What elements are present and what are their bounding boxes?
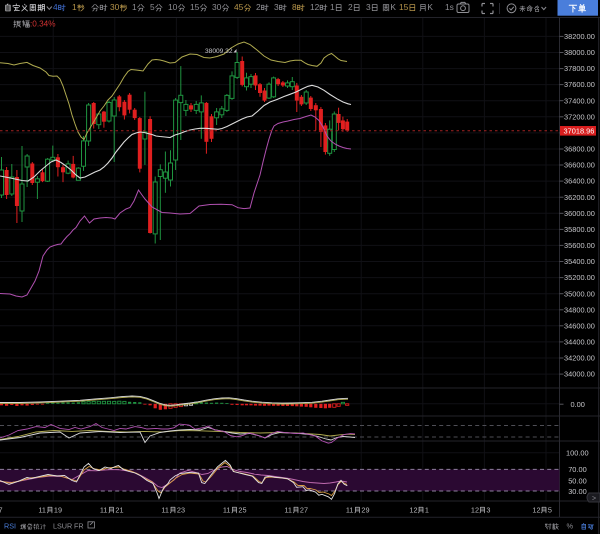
svg-text:29: 29	[361, 505, 369, 514]
svg-text:12: 12	[310, 2, 320, 12]
svg-text:LSUR: LSUR	[53, 522, 72, 531]
svg-text:11: 11	[161, 505, 169, 514]
svg-text:11: 11	[38, 505, 46, 514]
svg-text:10: 10	[168, 2, 178, 12]
svg-text:34000.00: 34000.00	[564, 370, 595, 379]
svg-text:2: 2	[348, 2, 353, 12]
svg-text:15: 15	[399, 2, 409, 12]
svg-text:37200.00: 37200.00	[564, 112, 595, 121]
svg-text:15: 15	[190, 2, 200, 12]
svg-text:12: 12	[532, 505, 540, 514]
svg-text::0.34%: :0.34%	[30, 19, 56, 28]
svg-text:30.00: 30.00	[568, 487, 587, 496]
svg-text:45: 45	[234, 2, 244, 12]
svg-text:21: 21	[115, 505, 123, 514]
svg-text:35400.00: 35400.00	[564, 257, 595, 266]
svg-text:36000.00: 36000.00	[564, 209, 595, 218]
svg-text:3: 3	[366, 2, 371, 12]
svg-text:FR: FR	[74, 522, 84, 531]
svg-text:35800.00: 35800.00	[564, 225, 595, 234]
svg-text:38200.00: 38200.00	[564, 32, 595, 41]
svg-text:38009.32: 38009.32	[205, 48, 233, 55]
svg-text:11: 11	[346, 505, 354, 514]
svg-text:0.00: 0.00	[571, 400, 585, 409]
svg-text:36400.00: 36400.00	[564, 177, 595, 186]
svg-text:>: >	[592, 496, 596, 503]
svg-text:30: 30	[212, 2, 222, 12]
svg-text:1: 1	[72, 2, 77, 12]
svg-text:36800.00: 36800.00	[564, 145, 595, 154]
svg-text:100.00: 100.00	[566, 448, 589, 457]
svg-text:%: %	[567, 522, 574, 531]
svg-text:37018.96: 37018.96	[564, 127, 595, 136]
svg-text:3: 3	[486, 505, 490, 514]
svg-text:RSI: RSI	[4, 522, 16, 531]
svg-text:34200.00: 34200.00	[564, 354, 595, 363]
svg-text:5: 5	[150, 2, 155, 12]
svg-text:8: 8	[292, 2, 297, 12]
svg-text:19: 19	[54, 505, 62, 514]
svg-text:7: 7	[0, 505, 3, 514]
svg-text:1s: 1s	[445, 2, 454, 12]
svg-text:K: K	[390, 2, 396, 12]
svg-text:11: 11	[284, 505, 292, 514]
svg-text:27: 27	[300, 505, 308, 514]
svg-text:1: 1	[330, 2, 335, 12]
svg-text:37800.00: 37800.00	[564, 64, 595, 73]
svg-text:K: K	[427, 2, 433, 12]
svg-text:34400.00: 34400.00	[564, 338, 595, 347]
svg-text:37400.00: 37400.00	[564, 96, 595, 105]
svg-text:38000.00: 38000.00	[564, 48, 595, 57]
svg-text:4: 4	[53, 2, 58, 12]
svg-text:34600.00: 34600.00	[564, 321, 595, 330]
svg-text:1: 1	[132, 2, 137, 12]
svg-text:35000.00: 35000.00	[564, 289, 595, 298]
svg-text:11: 11	[223, 505, 231, 514]
svg-text:2: 2	[256, 2, 261, 12]
svg-text:37600.00: 37600.00	[564, 80, 595, 89]
svg-text:35600.00: 35600.00	[564, 241, 595, 250]
svg-text:34800.00: 34800.00	[564, 305, 595, 314]
svg-text:70.00: 70.00	[568, 465, 587, 474]
svg-text:5: 5	[548, 505, 552, 514]
svg-text:11: 11	[100, 505, 108, 514]
svg-text:12: 12	[409, 505, 417, 514]
svg-text:36600.00: 36600.00	[564, 161, 595, 170]
svg-text:50.00: 50.00	[568, 477, 587, 486]
svg-text:35200.00: 35200.00	[564, 273, 595, 282]
svg-text:1: 1	[425, 505, 429, 514]
svg-text:12: 12	[471, 505, 479, 514]
svg-text:36200.00: 36200.00	[564, 193, 595, 202]
svg-text:25: 25	[238, 505, 246, 514]
svg-text:3: 3	[274, 2, 279, 12]
svg-text:30: 30	[110, 2, 120, 12]
svg-text:23: 23	[177, 505, 185, 514]
